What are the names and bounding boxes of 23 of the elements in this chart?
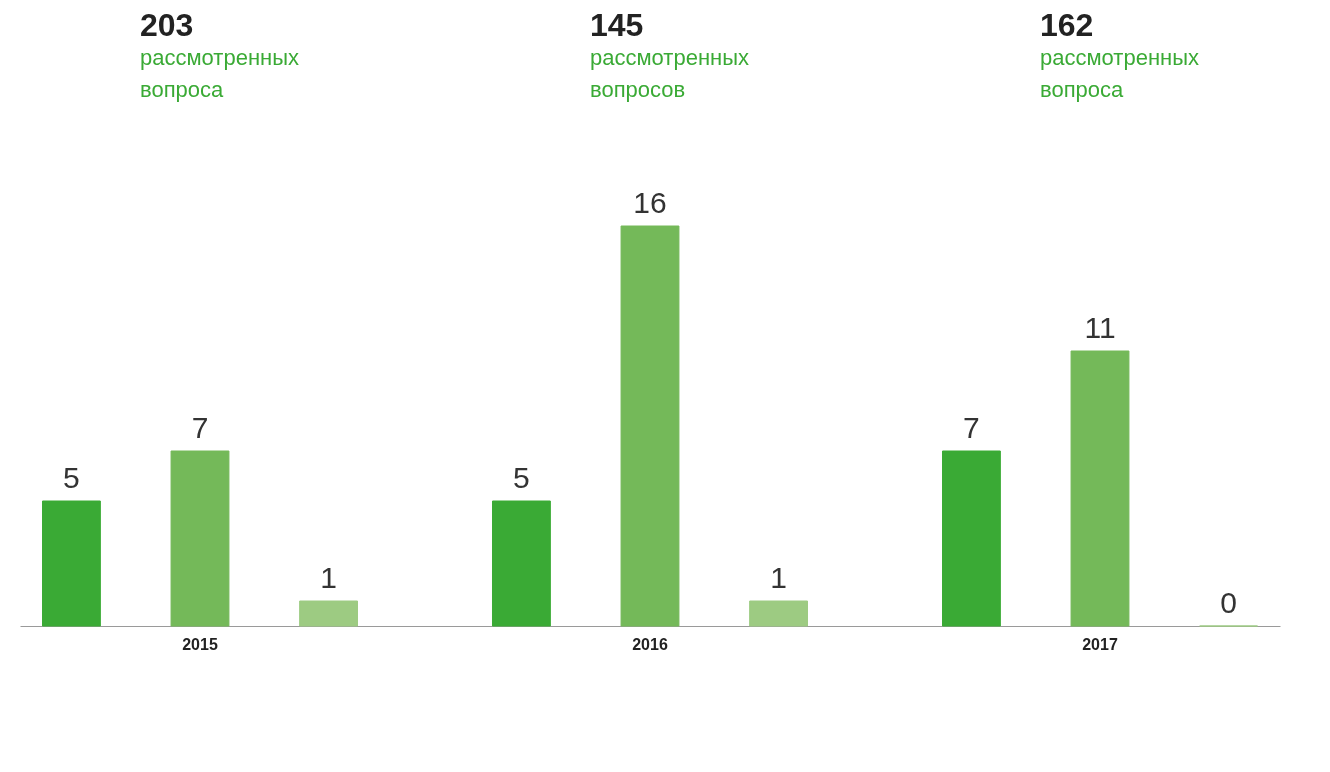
text: 145 рассмотренных вопросов (590, 7, 750, 102)
data-label: 0 (1220, 586, 1237, 619)
bar (42, 500, 101, 627)
data-label: 1 (320, 561, 337, 594)
data-label: 7 (963, 411, 980, 444)
data-label: 11 (1084, 311, 1116, 344)
bar (620, 225, 680, 627)
text: 203 рассмотренных вопроса (140, 7, 300, 102)
bar (170, 450, 230, 627)
x-tick-label: 2017 (1082, 635, 1118, 653)
x-tick-label: 2015 (182, 635, 218, 653)
x-tick-label: 2016 (632, 635, 668, 653)
data-label: 16 (633, 186, 667, 219)
data-label: 5 (63, 461, 80, 494)
bar (492, 500, 551, 627)
bar (942, 450, 1001, 627)
bar (749, 600, 808, 627)
data-label: 7 (191, 411, 209, 444)
data-label: 1 (770, 561, 787, 594)
bar (1070, 350, 1130, 627)
text: 162 рассмотренных вопроса (1040, 7, 1200, 102)
data-label: 5 (513, 461, 530, 494)
bar (299, 600, 358, 627)
